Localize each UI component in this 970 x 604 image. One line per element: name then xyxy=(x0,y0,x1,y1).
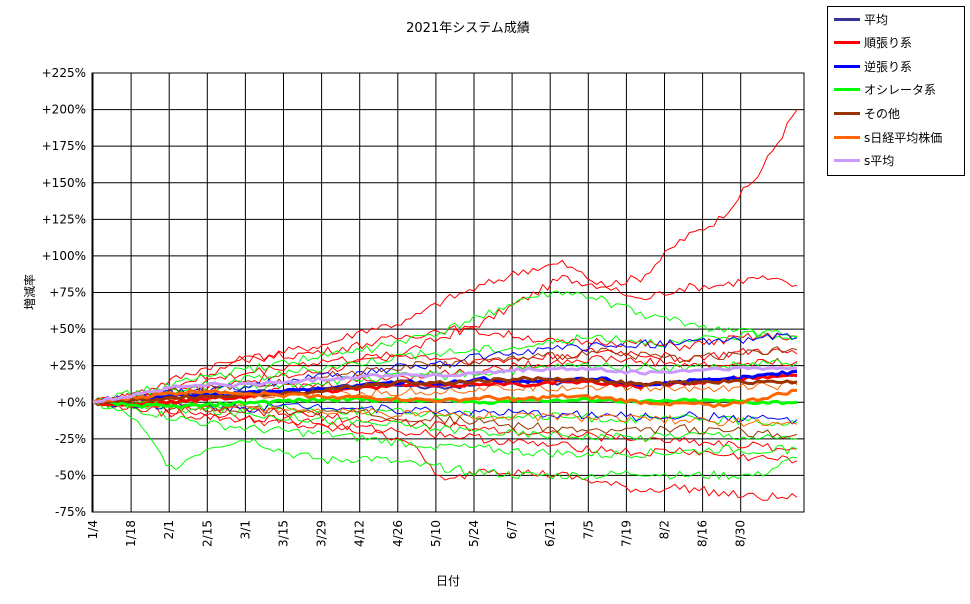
x-tick-label: 5/24 xyxy=(467,520,481,547)
legend-item: 逆張り系 xyxy=(834,55,912,77)
background-line xyxy=(92,399,798,428)
series-line xyxy=(92,388,798,409)
x-tick-label: 4/26 xyxy=(391,520,405,547)
chart-grid xyxy=(92,72,804,513)
legend-item: 順張り系 xyxy=(834,32,912,54)
legend-swatch xyxy=(834,135,860,139)
x-tick-label: 1/18 xyxy=(124,520,138,547)
background-line xyxy=(92,259,798,406)
plot-frame xyxy=(91,72,805,513)
legend-item: 平均 xyxy=(834,8,888,30)
legend-item: s日経平均株価 xyxy=(834,126,942,148)
y-axis-ticks: +225% +200% +175% +150% +125% +100% +75% +50% +2… xyxy=(42,66,86,519)
y-tick-label: +200% xyxy=(42,103,86,117)
legend-swatch xyxy=(834,88,860,92)
main-series xyxy=(92,365,798,410)
y-tick-label: +100% xyxy=(42,249,86,263)
legend-swatch xyxy=(834,64,860,68)
y-tick-label: +225% xyxy=(42,66,86,80)
x-tick-label: 3/15 xyxy=(277,520,291,547)
legend-label: 逆張り系 xyxy=(864,59,913,74)
background-line xyxy=(92,398,798,439)
background-line xyxy=(92,358,798,406)
x-tick-label: 7/5 xyxy=(581,520,595,539)
background-line xyxy=(92,347,798,406)
background-line xyxy=(92,290,798,406)
legend-label: s平均 xyxy=(864,154,895,169)
legend-swatch xyxy=(834,41,860,45)
legend-label: s日経平均株価 xyxy=(864,130,943,145)
y-tick-label: -75% xyxy=(55,505,86,519)
legend-item: その他 xyxy=(834,102,900,124)
background-line xyxy=(92,380,798,407)
chart-title: 2021年システム成績 xyxy=(406,21,530,36)
background-line xyxy=(92,401,798,481)
y-tick-label: +150% xyxy=(42,176,86,190)
y-tick-label: -50% xyxy=(55,468,86,482)
legend-item: s平均 xyxy=(834,150,894,172)
y-tick-label: +25% xyxy=(49,359,86,373)
x-axis-label: 日付 xyxy=(436,574,460,588)
x-tick-label: 2/1 xyxy=(162,520,176,539)
legend-label: 順張り系 xyxy=(864,36,913,51)
legend-label: その他 xyxy=(864,106,901,121)
legend-swatch xyxy=(834,159,860,163)
background-line xyxy=(92,398,798,459)
x-tick-label: 2/15 xyxy=(200,520,214,547)
y-tick-label: +125% xyxy=(42,212,86,226)
series-line xyxy=(92,375,798,405)
legend-label: オシレータ系 xyxy=(864,83,937,98)
legend-label: 平均 xyxy=(864,12,889,27)
y-tick-label: +175% xyxy=(42,139,86,153)
x-tick-label: 8/2 xyxy=(658,520,672,539)
y-tick-label: +0% xyxy=(57,395,86,409)
legend: 平均順張り系逆張り系オシレータ系 その他 s日経平均株価 s平均 xyxy=(827,6,965,176)
legend-swatch xyxy=(834,111,860,115)
series-line xyxy=(92,365,798,404)
x-tick-label: 6/7 xyxy=(505,520,519,539)
y-tick-label: +75% xyxy=(49,286,86,300)
x-tick-label: 5/10 xyxy=(429,520,443,547)
legend-swatch xyxy=(834,17,860,21)
background-line xyxy=(92,399,798,453)
x-tick-label: 4/12 xyxy=(353,520,367,547)
y-axis-label: 増減率 xyxy=(22,274,37,310)
x-tick-label: 8/16 xyxy=(696,520,710,547)
x-tick-label: 3/29 xyxy=(315,520,329,547)
y-tick-label: +50% xyxy=(49,322,86,336)
x-tick-label: 6/21 xyxy=(543,520,557,547)
background-series xyxy=(92,109,798,501)
background-line xyxy=(92,400,798,501)
legend-item: オシレータ系 xyxy=(834,79,936,101)
y-tick-label: -25% xyxy=(55,432,86,446)
x-tick-label: 7/19 xyxy=(619,520,633,547)
x-tick-label: 1/4 xyxy=(86,520,100,539)
background-line xyxy=(92,399,798,464)
x-tick-label: 3/1 xyxy=(238,520,252,539)
x-tick-label: 8/30 xyxy=(734,520,748,547)
x-axis-ticks: 1/4 1/18 2/1 2/15 3/1 3/15 3/29 4/12 4/26 5/10 5/2… xyxy=(86,520,748,547)
